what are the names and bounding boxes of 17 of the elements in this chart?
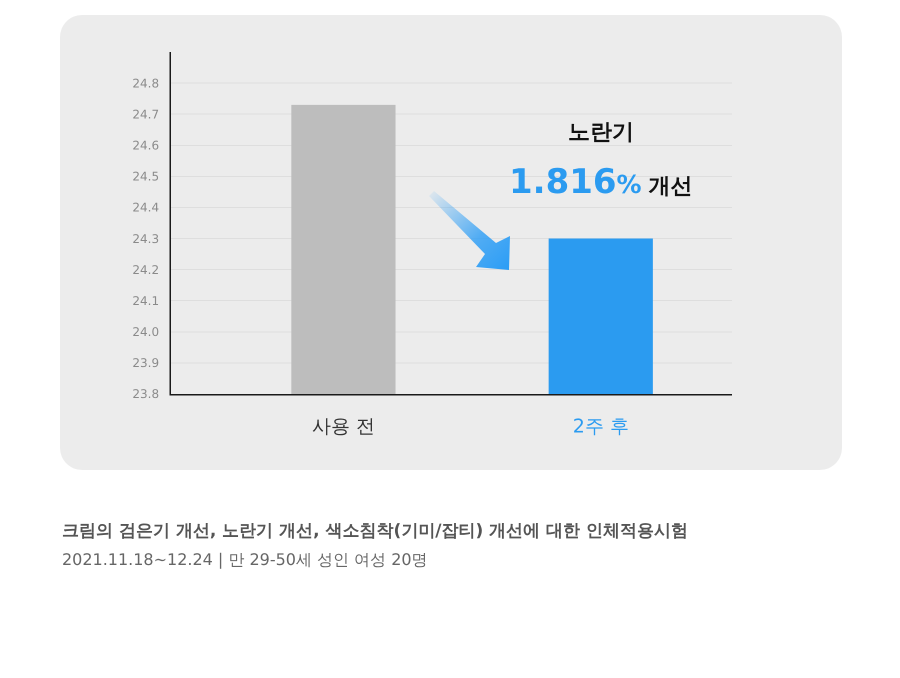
y-tick-label: 24.0 bbox=[132, 325, 160, 340]
y-tick-label: 24.6 bbox=[132, 138, 160, 152]
text: 2021.11.18~12.24 | 만 29-50세 성인 여성 20명 bbox=[62, 550, 428, 571]
y-tick-label: 23.8 bbox=[132, 387, 160, 402]
y-tick-label: 24.2 bbox=[132, 262, 160, 277]
y-tick-label: 24.8 bbox=[132, 76, 160, 90]
y-tick-label: 24.5 bbox=[132, 170, 160, 184]
annotation: 노란기 bbox=[568, 120, 634, 145]
y-tick-label: 24.4 bbox=[132, 200, 160, 215]
y-tick-label: 23.9 bbox=[132, 356, 160, 370]
text: 크림의 검은기 개선, 노란기 개선, 색소침착(기미/잡티) 개선에 대한 인체적용시험 bbox=[62, 520, 688, 542]
x-tick-label: 2주 후 bbox=[572, 415, 629, 438]
y-tick-label: 24.1 bbox=[132, 294, 160, 308]
x-tick-label: 사용 전 bbox=[312, 415, 375, 438]
y-tick-label: 24.3 bbox=[132, 232, 160, 246]
annotation: 1.816% 개선 bbox=[509, 162, 693, 202]
y-tick-label: 24.7 bbox=[132, 107, 160, 122]
